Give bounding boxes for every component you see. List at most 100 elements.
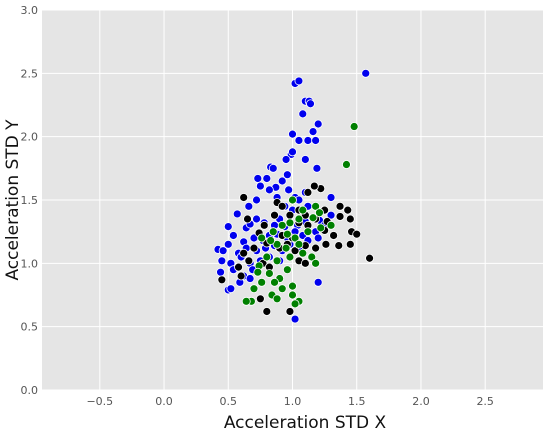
scatter-point (326, 193, 336, 202)
scatter-point (255, 294, 265, 304)
scatter-point (277, 176, 287, 186)
scatter-point (300, 155, 310, 164)
scatter-point (343, 205, 353, 215)
scatter-point (285, 252, 295, 262)
scatter-point (294, 239, 304, 249)
scatter-point (282, 265, 292, 275)
scatter-point (298, 109, 308, 119)
scatter-point (298, 205, 308, 215)
scatter-point (294, 76, 304, 86)
scatter-point (282, 229, 292, 239)
scatter-point (311, 258, 321, 268)
scatter-point (272, 239, 282, 249)
scatter-point (264, 185, 274, 195)
scatter-point (326, 220, 336, 230)
scatter-point (290, 314, 300, 324)
scatter-point (268, 163, 278, 173)
scatter-point (216, 267, 225, 277)
scatter-point (252, 195, 261, 205)
x-tick-label: −0.5 (86, 395, 113, 408)
scatter-point (234, 262, 243, 272)
scatter-point (345, 239, 355, 249)
scatter-point (270, 277, 279, 287)
scatter-point (342, 160, 351, 169)
y-tick-label: 1.0 (21, 257, 39, 270)
scatter-point (241, 296, 251, 306)
scatter-point (262, 174, 272, 183)
scatter-point (244, 201, 254, 211)
x-axis-title: Acceleration STD X (224, 413, 387, 433)
scatter-point (218, 246, 228, 256)
scatter-point (294, 214, 304, 224)
scatter-point (272, 294, 282, 304)
scatter-point (281, 155, 291, 164)
scatter-point (313, 233, 323, 243)
scatter-point (321, 239, 331, 249)
scatter-point (303, 187, 313, 197)
y-tick-label: 1.5 (21, 194, 39, 207)
x-tick-label: 2.5 (476, 395, 494, 408)
scatter-point (285, 210, 295, 220)
scatter-point (284, 185, 294, 195)
scatter-point (272, 256, 282, 266)
scatter-point (249, 284, 259, 294)
scatter-point (307, 252, 317, 262)
scatter-point (311, 201, 321, 211)
scatter-point (253, 267, 263, 277)
scatter-point (268, 227, 278, 237)
scatter-point (245, 274, 255, 283)
scatter-point (361, 68, 371, 78)
scatter-point (312, 163, 322, 173)
scatter-point (255, 181, 265, 191)
scatter-point (349, 122, 359, 131)
scatter-point (288, 147, 297, 157)
scatter-point (277, 201, 287, 211)
y-tick-label: 0.5 (21, 321, 39, 334)
scatter-point (262, 307, 272, 316)
scatter-point (232, 209, 242, 219)
scatter-point (303, 136, 313, 145)
scatter-point (311, 136, 321, 145)
x-axis-ticks: −0.5 0.0 0.5 1.0 1.5 2.0 2.5 (86, 395, 493, 408)
scatter-point (281, 243, 291, 253)
scatter-point (288, 290, 297, 300)
scatter-point (285, 218, 295, 228)
x-tick-label: 1.0 (284, 395, 302, 408)
scatter-point (288, 195, 297, 205)
scatter-point (217, 256, 227, 266)
scatter-point (226, 284, 236, 294)
scatter-point (306, 99, 315, 109)
scatter-point (303, 227, 313, 237)
scatter-point (236, 271, 246, 281)
scatter-point (266, 236, 276, 245)
scatter-point (282, 170, 292, 180)
scatter-point (313, 119, 323, 129)
scatter-point (259, 220, 269, 230)
data-points (213, 68, 374, 324)
y-tick-label: 3.0 (21, 4, 39, 17)
x-tick-label: 0.0 (155, 395, 173, 408)
scatter-point (229, 231, 238, 240)
scatter-point (365, 253, 374, 263)
y-axis-title: Acceleration STD Y (3, 119, 23, 281)
scatter-point (345, 214, 355, 224)
scatter-point (294, 136, 304, 145)
y-tick-label: 0.0 (21, 384, 39, 397)
scatter-point (249, 243, 259, 253)
scatter-point (244, 256, 254, 266)
y-axis-ticks: 0.0 0.5 1.0 1.5 2.0 2.5 3.0 (21, 4, 39, 397)
scatter-point (290, 299, 300, 309)
scatter-point (252, 214, 261, 224)
scatter-point (239, 193, 249, 202)
scatter-point (335, 201, 345, 211)
scatter-point (311, 243, 321, 253)
scatter-point (309, 181, 319, 191)
x-tick-label: 0.5 (220, 395, 238, 408)
y-tick-label: 2.0 (21, 131, 39, 144)
scatter-point (270, 210, 279, 220)
scatter-point (277, 220, 287, 230)
scatter-point (223, 239, 233, 249)
scatter-point (315, 208, 324, 218)
scatter-point (243, 214, 252, 224)
scatter-point (300, 258, 310, 268)
